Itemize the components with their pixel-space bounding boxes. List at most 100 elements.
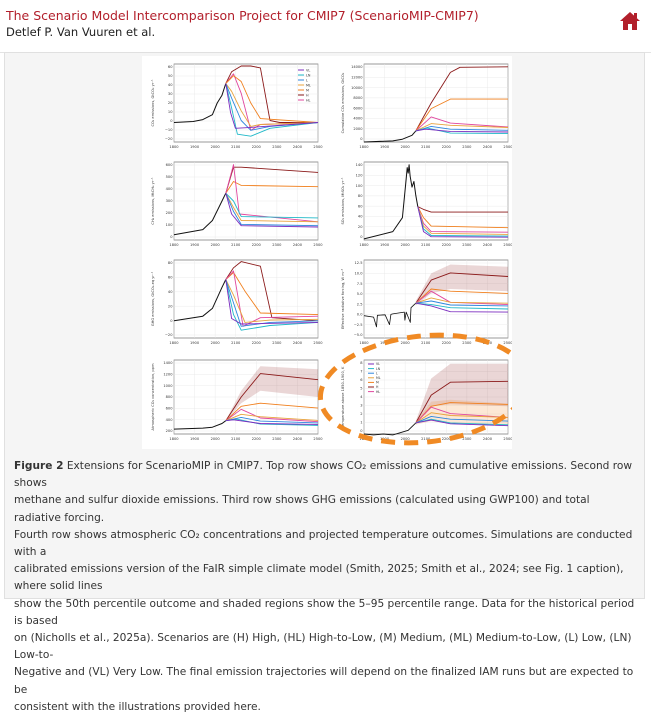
y-tick-label: 5 <box>360 387 362 391</box>
uncertainty-band <box>415 399 508 425</box>
legend-label: M <box>306 88 309 92</box>
x-tick-label: 1800 <box>169 145 179 149</box>
caption-label: Figure 2 <box>14 460 64 472</box>
series-line <box>225 261 319 322</box>
series-line <box>225 279 319 327</box>
home-icon[interactable] <box>619 11 641 31</box>
series-line <box>363 164 419 240</box>
y-axis-label: GHG emissions, GtCO₂-eq yr⁻¹ <box>151 271 155 326</box>
series-line <box>363 302 417 328</box>
caption-line: show the 50th percentile outcome and sha… <box>14 597 635 627</box>
y-tick-label: 3 <box>360 404 362 408</box>
y-tick-label: 8000 <box>353 96 363 100</box>
y-tick-label: 12000 <box>351 75 363 79</box>
y-tick-label: −5.0 <box>354 333 363 337</box>
series-line <box>225 272 319 316</box>
y-tick-label: 1200 <box>163 373 173 377</box>
series-line <box>415 297 509 304</box>
series-line <box>363 422 417 436</box>
legend-label: H <box>376 385 379 389</box>
series-line <box>417 206 509 238</box>
x-tick-label: 1900 <box>380 243 390 247</box>
y-tick-label: 1 <box>360 421 362 425</box>
y-tick-label: 4000 <box>353 117 363 121</box>
series-line <box>415 419 509 427</box>
x-tick-label: 2200 <box>442 243 452 247</box>
y-tick-label: 80 <box>358 194 363 198</box>
x-tick-label: 2300 <box>462 341 472 345</box>
x-tick-label: 2300 <box>272 243 282 247</box>
x-tick-label: 2500 <box>313 341 323 345</box>
x-tick-label: 2500 <box>503 243 512 247</box>
x-tick-label: 2300 <box>462 437 472 441</box>
y-tick-label: 0 <box>360 429 363 433</box>
x-tick-label: 2100 <box>231 437 241 441</box>
series-line <box>415 128 509 133</box>
series-line <box>225 373 319 421</box>
y-tick-label: 80 <box>168 261 173 265</box>
legend-label: H <box>306 93 309 97</box>
y-tick-label: 20 <box>168 101 173 105</box>
series-line <box>415 380 509 424</box>
series-line <box>415 412 509 424</box>
y-tick-label: 400 <box>166 187 174 191</box>
series-line <box>225 408 319 423</box>
x-tick-label: 1800 <box>169 437 179 441</box>
legend-label: LN <box>306 73 311 77</box>
y-axis-label: Atmospheric CO₂ concentration, ppm <box>151 363 155 430</box>
series-line <box>415 415 509 424</box>
series-line <box>225 413 319 422</box>
y-tick-label: 7 <box>360 370 362 374</box>
subplot: 1800 1900 2000 2100 2200 2300 2400 2500 140 120 10… <box>341 161 512 247</box>
y-axis-label: Cumulative CO₂ emissions, GtCO₂ <box>341 72 345 133</box>
x-tick-label: 2500 <box>503 145 512 149</box>
legend-label: L <box>306 78 308 82</box>
x-tick-label: 1900 <box>190 341 200 345</box>
series-line <box>225 164 319 223</box>
x-tick-label: 2000 <box>401 145 411 149</box>
y-tick-label: 60 <box>168 65 173 69</box>
y-tick-label: 100 <box>166 223 174 227</box>
x-tick-label: 1800 <box>359 145 369 149</box>
caption-line: on (Nicholls et al., 2025a). Scenarios a… <box>14 632 632 662</box>
y-tick-label: 0 <box>170 319 173 323</box>
series-line <box>415 98 508 132</box>
subplot: 1800 1900 2000 2100 2200 2300 2400 2500 60 50 40 30… <box>151 63 323 149</box>
figure-2-image[interactable]: 1800 1900 2000 2100 2200 2300 2400 250060504030… <box>142 56 512 449</box>
caption-line: methane and sulfur dioxide emissions. Th… <box>14 494 590 524</box>
y-axis-label: CO₂ emissions, GtCO₂ yr⁻¹ <box>151 79 155 127</box>
series-line <box>173 279 227 322</box>
highlight-annotation <box>317 332 512 446</box>
legend-label: ML <box>306 83 311 87</box>
x-tick-label: 2500 <box>313 437 323 441</box>
y-tick-label: 500 <box>166 175 174 179</box>
y-tick-label: 0.0 <box>357 313 363 317</box>
y-tick-label: 40 <box>168 83 173 87</box>
y-tick-label: 300 <box>166 199 174 203</box>
x-tick-label: 2100 <box>231 341 241 345</box>
legend-label: ML <box>376 376 381 380</box>
y-tick-label: 0 <box>360 137 363 141</box>
y-tick-label: 1400 <box>163 361 173 365</box>
legend-label: VL <box>306 68 310 72</box>
x-tick-label: 2500 <box>503 437 512 441</box>
series-line <box>173 192 227 236</box>
series-line <box>225 279 319 323</box>
y-tick-label: −10 <box>165 128 173 132</box>
y-tick-label: 2.5 <box>357 302 363 306</box>
y-axis-label: Temperature above 1850–1900, K <box>341 366 345 428</box>
x-tick-label: 1900 <box>190 145 200 149</box>
x-tick-label: 1900 <box>190 243 200 247</box>
y-axis-label: Effective radiative forcing, W m⁻² <box>341 268 345 329</box>
article-title[interactable]: The Scenario Model Intercomparison Proje… <box>6 8 479 23</box>
legend-label: VL <box>376 362 380 366</box>
caption-line: Extensions for ScenarioMIP in CMIP7. Top… <box>14 460 633 490</box>
series-line <box>225 416 319 424</box>
y-tick-label: 40 <box>168 290 173 294</box>
series-line <box>415 272 509 304</box>
x-tick-label: 2100 <box>421 243 431 247</box>
x-tick-label: 2300 <box>462 243 472 247</box>
y-tick-label: 4 <box>360 395 363 399</box>
legend-label: HL <box>376 390 380 394</box>
